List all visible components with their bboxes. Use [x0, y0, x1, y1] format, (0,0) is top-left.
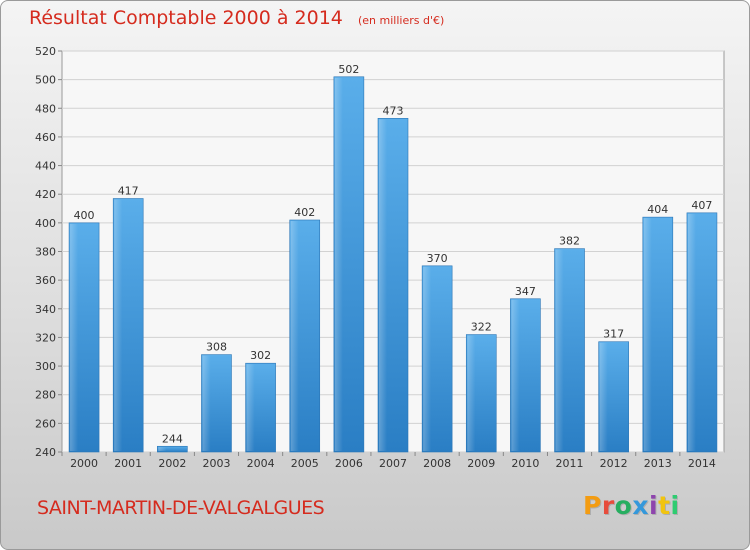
y-tick-label: 300 — [35, 360, 56, 373]
y-tick-label: 460 — [35, 131, 56, 144]
y-tick-label: 240 — [35, 446, 56, 459]
value-label: 322 — [471, 321, 492, 334]
bar-highlight — [687, 213, 696, 451]
y-tick-label: 360 — [35, 274, 56, 287]
logo-letter: i — [670, 491, 680, 520]
y-tick-label: 500 — [35, 74, 56, 87]
x-tick-label: 2007 — [379, 457, 407, 470]
y-tick-label: 420 — [35, 188, 56, 201]
y-tick-label: 340 — [35, 303, 56, 316]
value-label: 370 — [427, 252, 448, 265]
x-tick-labels: 2000 2001 2002 2003 2004 2005 2006 2007 2008 2009… — [61, 452, 716, 470]
bar-highlight — [202, 355, 211, 451]
value-label: 317 — [603, 328, 624, 341]
y-tick-label: 520 — [35, 45, 56, 58]
bar-highlight — [334, 77, 343, 452]
y-tick-label: 400 — [35, 217, 56, 230]
y-tick-label: 480 — [35, 102, 56, 115]
bar-highlight — [158, 447, 167, 451]
value-label: 502 — [338, 63, 359, 76]
bar-highlight — [290, 220, 299, 451]
x-tick-label: 2008 — [423, 457, 451, 470]
y-tick-label: 280 — [35, 389, 56, 402]
y-tick-label: 320 — [35, 331, 56, 344]
logo-letter: i — [649, 491, 659, 520]
logo-letter: x — [632, 491, 649, 520]
x-tick-label: 2011 — [556, 457, 584, 470]
proxiti-logo: Proxiti — [583, 491, 680, 520]
y-tick-labels: 240 260 280 300 320 340 360 380 400 420 440 460 480 5… — [35, 45, 56, 459]
x-tick-label: 2012 — [600, 457, 628, 470]
value-label: 402 — [294, 206, 315, 219]
bar-highlight — [70, 223, 79, 451]
value-label: 244 — [162, 432, 183, 445]
value-label: 417 — [118, 185, 139, 198]
bars — [68, 76, 718, 453]
logo-letter: P — [583, 491, 602, 520]
chart-title-row: Résultat Comptable 2000 à 2014 (en milli… — [29, 7, 444, 29]
bar-highlight — [643, 218, 652, 451]
bar-highlight — [467, 335, 476, 451]
x-tick-label: 2003 — [202, 457, 230, 470]
y-tick-label: 260 — [35, 417, 56, 430]
value-label: 382 — [559, 235, 580, 248]
chart-unit: (en milliers d'€) — [357, 14, 445, 27]
x-tick-label: 2009 — [467, 457, 495, 470]
x-tick-label: 2001 — [114, 457, 142, 470]
bar-highlight — [599, 342, 608, 451]
logo-letter: o — [614, 491, 633, 520]
bar-highlight — [246, 364, 255, 451]
bar-highlight — [423, 266, 432, 451]
bar-highlight — [114, 199, 123, 451]
y-tick-label: 380 — [35, 246, 56, 259]
x-tick-label: 2005 — [291, 457, 319, 470]
x-tick-label: 2002 — [158, 457, 186, 470]
value-label: 407 — [691, 199, 712, 212]
bar-2002 — [157, 445, 188, 453]
chart-title: Résultat Comptable 2000 à 2014 — [29, 7, 343, 29]
logo-letter: r — [601, 491, 615, 520]
bar-highlight — [555, 249, 564, 451]
value-label: 308 — [206, 341, 227, 354]
x-tick-label: 2006 — [335, 457, 363, 470]
bar-highlight — [511, 299, 520, 451]
y-tick-label: 440 — [35, 160, 56, 173]
value-labels: 400 417 244 308 302 402 502 473 370 322 347 382 317 4… — [74, 63, 713, 445]
value-label: 302 — [250, 349, 271, 362]
x-tick-label: 2000 — [70, 457, 98, 470]
value-label: 400 — [74, 209, 95, 222]
logo-letter: t — [658, 491, 671, 520]
x-tick-label: 2013 — [644, 457, 672, 470]
value-label: 347 — [515, 285, 536, 298]
x-tick-label: 2010 — [511, 457, 539, 470]
value-label: 473 — [383, 104, 404, 117]
value-label: 404 — [647, 203, 668, 216]
x-tick-label: 2014 — [688, 457, 716, 470]
place-name: SAINT-MARTIN-DE-VALGALGUES — [37, 497, 325, 519]
x-tick-label: 2004 — [247, 457, 275, 470]
bar-highlight — [379, 119, 387, 451]
